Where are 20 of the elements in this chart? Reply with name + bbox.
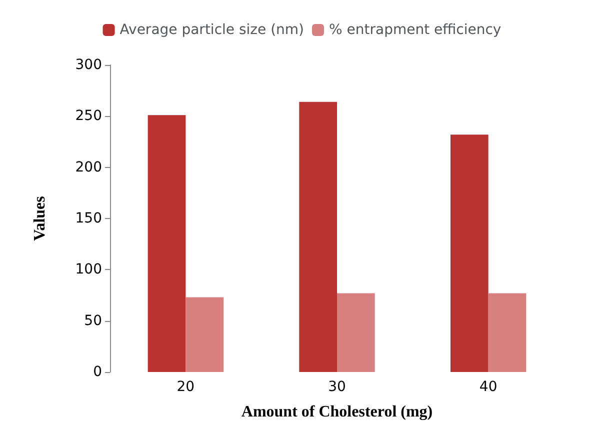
legend-label: % entrapment efficiency <box>329 22 502 38</box>
y-tick-label: 50 <box>84 312 102 329</box>
y-axis-title: Values <box>32 196 48 241</box>
y-tick-label: 150 <box>75 210 102 226</box>
x-tick-label: 30 <box>328 379 346 395</box>
bar <box>299 102 337 372</box>
y-tick-label: 200 <box>75 159 102 176</box>
y-tick-label: 250 <box>75 108 102 124</box>
y-tick-label: 300 <box>75 57 102 73</box>
bar <box>450 134 488 372</box>
y-tick-label: 0 <box>93 364 102 380</box>
bar <box>337 293 375 372</box>
legend-label: Average particle size (nm) <box>120 22 304 38</box>
x-tick-label: 20 <box>176 379 195 395</box>
y-tick-label: 100 <box>75 262 102 278</box>
bar <box>488 293 526 372</box>
bar <box>186 297 224 372</box>
bar <box>148 115 186 372</box>
x-axis-title: Amount of Cholesterol (mg) <box>241 404 433 420</box>
x-tick-label: 40 <box>479 379 498 395</box>
